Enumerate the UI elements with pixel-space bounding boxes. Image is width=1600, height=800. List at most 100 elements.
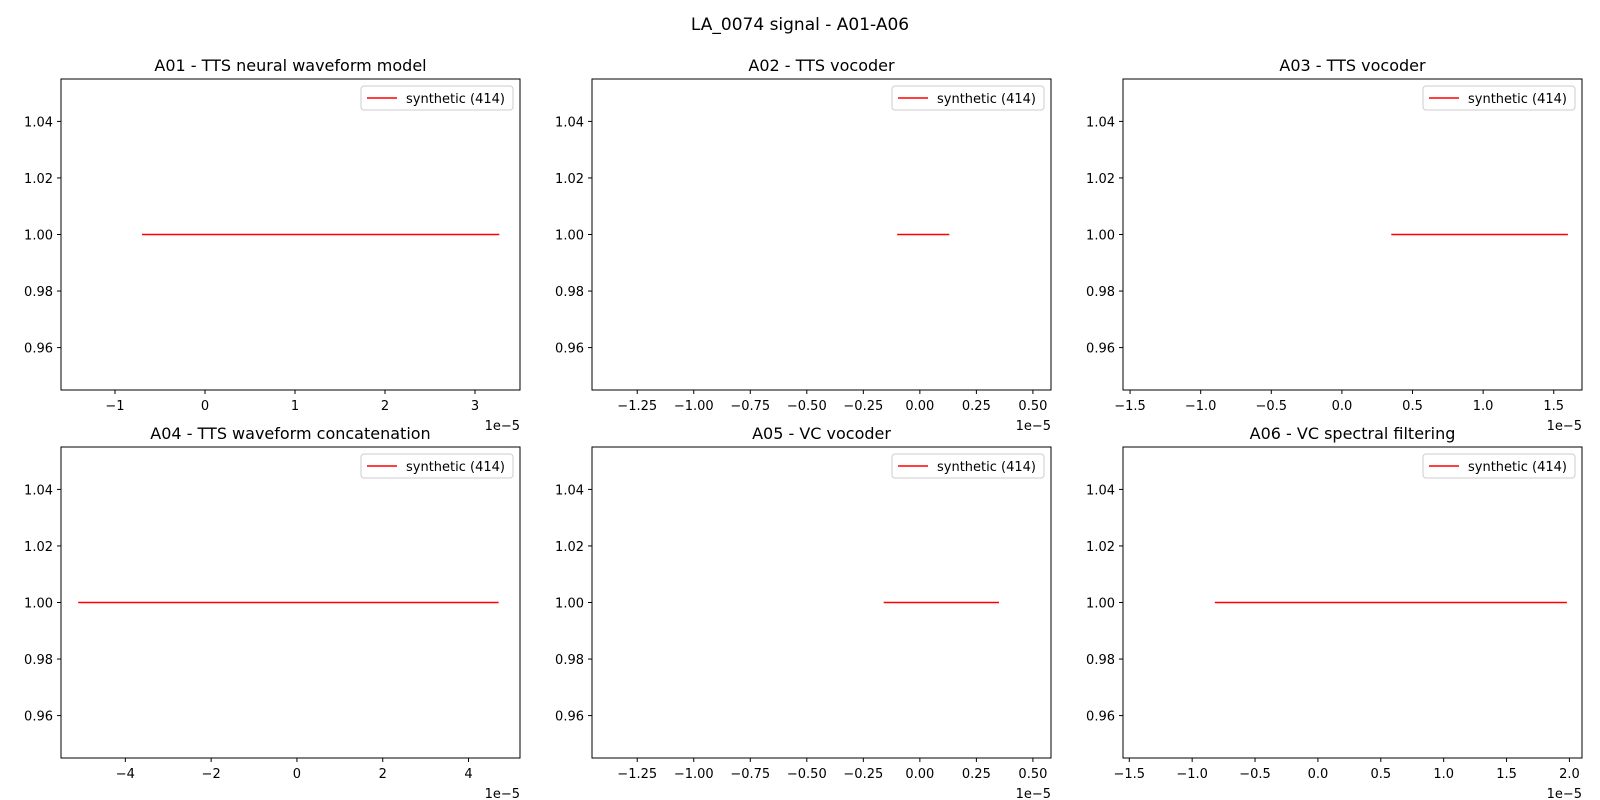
legend-box	[891, 453, 1045, 479]
y-tick-label: 1.00	[24, 597, 53, 612]
legend: synthetic (414)	[1422, 453, 1576, 479]
y-tick-label: 0.96	[24, 342, 53, 357]
legend: synthetic (414)	[360, 453, 514, 479]
x-offset-label: 1e−5	[1547, 419, 1582, 434]
y-tick-label: 1.02	[24, 172, 53, 187]
x-tick-label: −0.5	[1239, 767, 1271, 782]
x-tick-label: −1.25	[617, 767, 657, 782]
x-tick-label: 1.5	[1543, 399, 1564, 414]
x-tick-label: 0.25	[962, 767, 991, 782]
x-tick-label: −1.25	[617, 399, 657, 414]
legend-box	[1422, 453, 1576, 479]
x-tick-label: 1.0	[1473, 399, 1494, 414]
x-tick-label: 0.25	[962, 399, 991, 414]
x-tick-label: −2	[202, 767, 221, 782]
subplot-5: A05 - VC vocoder −1.25 −1.00 −0.75 −0.50 −0.2…	[555, 424, 1052, 800]
y-tick-label: 1.04	[555, 483, 584, 498]
x-offset-label: 1e−5	[1016, 419, 1051, 434]
subplot-title: A06 - VC spectral filtering	[1250, 424, 1456, 443]
y-tick-label: 1.00	[555, 229, 584, 244]
x-tick-label: 0.0	[1308, 767, 1329, 782]
x-tick-label: 0.5	[1370, 767, 1391, 782]
subplot-3: A03 - TTS vocoder −1.5 −1.0 −0.5 0.0 0.5 1.0 1.…	[1086, 56, 1583, 434]
subplot-title: A05 - VC vocoder	[752, 424, 891, 443]
y-tick-label: 1.02	[555, 172, 584, 187]
x-offset-label: 1e−5	[485, 419, 520, 434]
legend-label: synthetic (414)	[1468, 92, 1567, 107]
y-tick-label: 0.96	[555, 342, 584, 357]
x-tick-label: 4	[464, 767, 472, 782]
y-tick-label: 1.00	[555, 597, 584, 612]
x-tick-label: 2	[379, 767, 387, 782]
x-tick-label: −0.50	[787, 767, 827, 782]
legend-label: synthetic (414)	[406, 460, 505, 475]
legend: synthetic (414)	[891, 453, 1045, 479]
x-tick-label: 0	[201, 399, 209, 414]
x-tick-label: −0.25	[843, 399, 883, 414]
y-tick-label: 0.96	[1086, 342, 1115, 357]
y-tick-label: 1.00	[1086, 229, 1115, 244]
subplot-title: A03 - TTS vocoder	[1279, 56, 1426, 75]
legend-box	[891, 85, 1045, 111]
y-tick-label: 0.98	[1086, 285, 1115, 300]
subplot-grid: A01 - TTS neural waveform model −1 0 1 2 3 0.9…	[24, 56, 1583, 800]
figure-title: LA_0074 signal - A01-A06	[691, 15, 909, 35]
x-tick-label: −1.5	[1113, 767, 1145, 782]
y-tick-label: 0.98	[24, 653, 53, 668]
y-tick-label: 0.96	[555, 710, 584, 725]
x-tick-label: −0.5	[1256, 399, 1288, 414]
x-offset-label: 1e−5	[485, 787, 520, 800]
x-tick-label: 0.50	[1018, 767, 1047, 782]
y-tick-label: 1.04	[24, 115, 53, 130]
y-tick-label: 1.00	[24, 229, 53, 244]
x-tick-label: −1.0	[1185, 399, 1217, 414]
x-tick-label: 2.0	[1559, 767, 1580, 782]
x-offset-label: 1e−5	[1547, 787, 1582, 800]
x-tick-label: 1	[291, 399, 299, 414]
subplot-6: A06 - VC spectral filtering −1.5 −1.0 −0.5 0…	[1086, 424, 1583, 800]
x-tick-label: −1	[105, 399, 124, 414]
y-tick-label: 1.04	[555, 115, 584, 130]
y-tick-label: 0.98	[555, 285, 584, 300]
legend: synthetic (414)	[891, 85, 1045, 111]
x-tick-label: 3	[471, 399, 479, 414]
subplot-title: A01 - TTS neural waveform model	[154, 56, 426, 75]
subplot-2: A02 - TTS vocoder −1.25 −1.00 −0.75 −0.50 −0.…	[555, 56, 1052, 434]
x-tick-label: 2	[381, 399, 389, 414]
y-tick-label: 0.98	[1086, 653, 1115, 668]
x-tick-label: −1.00	[674, 767, 714, 782]
x-tick-label: −0.75	[730, 399, 770, 414]
y-tick-label: 1.04	[1086, 115, 1115, 130]
y-tick-label: 1.02	[555, 540, 584, 555]
x-tick-label: −0.50	[787, 399, 827, 414]
x-tick-label: 0.50	[1018, 399, 1047, 414]
subplot-title: A02 - TTS vocoder	[748, 56, 895, 75]
x-tick-label: 1.0	[1433, 767, 1454, 782]
legend-box	[360, 85, 514, 111]
legend-box	[360, 453, 514, 479]
x-tick-label: 1.5	[1496, 767, 1517, 782]
y-tick-label: 1.02	[24, 540, 53, 555]
legend-label: synthetic (414)	[406, 92, 505, 107]
x-tick-label: −1.00	[674, 399, 714, 414]
x-tick-label: −1.0	[1176, 767, 1208, 782]
subplot-1: A01 - TTS neural waveform model −1 0 1 2 3 0.9…	[24, 56, 521, 434]
x-tick-label: 0	[293, 767, 301, 782]
y-tick-label: 1.02	[1086, 172, 1115, 187]
x-tick-label: −0.75	[730, 767, 770, 782]
y-tick-label: 1.02	[1086, 540, 1115, 555]
legend: synthetic (414)	[1422, 85, 1576, 111]
legend: synthetic (414)	[360, 85, 514, 111]
x-tick-label: 0.0	[1332, 399, 1353, 414]
x-tick-label: −0.25	[843, 767, 883, 782]
x-tick-label: 0.00	[905, 399, 934, 414]
legend-label: synthetic (414)	[937, 460, 1036, 475]
x-tick-label: 0.5	[1402, 399, 1423, 414]
y-tick-label: 0.96	[24, 710, 53, 725]
x-tick-label: −4	[116, 767, 135, 782]
x-tick-label: −1.5	[1114, 399, 1146, 414]
y-tick-label: 1.00	[1086, 597, 1115, 612]
y-tick-label: 0.96	[1086, 710, 1115, 725]
